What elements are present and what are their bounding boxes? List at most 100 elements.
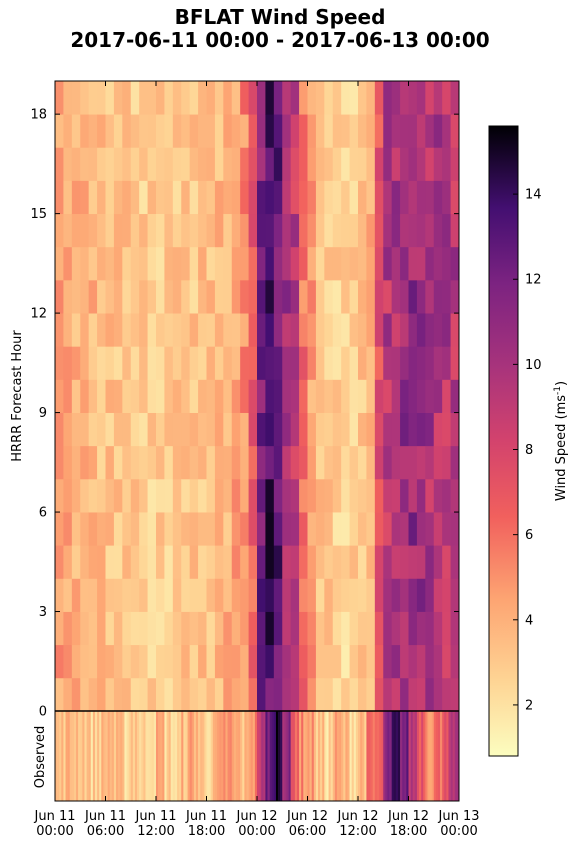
heatmap-cell bbox=[130, 180, 140, 215]
heatmap-cell bbox=[156, 545, 165, 579]
heatmap-cell bbox=[299, 412, 308, 447]
heatmap-cell bbox=[223, 81, 233, 115]
heatmap-cell bbox=[97, 246, 106, 281]
heatmap-cell bbox=[315, 147, 325, 181]
heatmap-cell bbox=[172, 147, 182, 181]
heatmap-cell bbox=[324, 644, 334, 679]
heatmap-cell bbox=[273, 545, 283, 579]
heatmap-cell bbox=[299, 445, 308, 480]
heatmap-cell bbox=[105, 611, 115, 646]
heatmap-cell bbox=[391, 445, 401, 480]
heatmap-cell bbox=[265, 412, 275, 447]
heatmap-cell bbox=[383, 246, 393, 281]
heatmap-cell bbox=[214, 180, 224, 215]
heatmap-cell bbox=[425, 445, 435, 480]
observed-cell bbox=[410, 711, 414, 801]
heatmap-cell bbox=[257, 545, 266, 579]
observed-cell bbox=[284, 711, 287, 801]
heatmap-cell bbox=[332, 147, 342, 181]
observed-cell bbox=[223, 711, 226, 801]
x-tick-label-time: 06:00 bbox=[289, 824, 326, 839]
heatmap-cell bbox=[181, 478, 191, 513]
heatmap-cell bbox=[80, 114, 90, 148]
heatmap-cell bbox=[88, 677, 98, 712]
heatmap-cell bbox=[223, 445, 233, 480]
heatmap-cell bbox=[265, 246, 275, 281]
heatmap-cell bbox=[198, 180, 207, 215]
colorbar-tick-label: 12 bbox=[525, 273, 542, 288]
heatmap-cell bbox=[265, 644, 275, 679]
heatmap-cell bbox=[358, 81, 367, 115]
heatmap-cell bbox=[383, 677, 393, 712]
heatmap-cell bbox=[450, 445, 460, 480]
heatmap-cell bbox=[206, 147, 216, 181]
heatmap-cell bbox=[366, 445, 376, 480]
heatmap-cell bbox=[206, 279, 216, 314]
heatmap-cell bbox=[130, 114, 140, 148]
heatmap-cell bbox=[324, 611, 334, 646]
heatmap-cell bbox=[97, 147, 106, 181]
heatmap-cell bbox=[400, 346, 409, 380]
heatmap-cell bbox=[349, 279, 359, 314]
y-tick-label: 12 bbox=[30, 307, 47, 322]
heatmap-cell bbox=[290, 644, 300, 679]
heatmap-cell bbox=[130, 213, 140, 248]
heatmap-cell bbox=[315, 180, 325, 215]
observed-cell bbox=[366, 711, 369, 801]
heatmap-cell bbox=[122, 346, 132, 380]
observed-cell bbox=[139, 711, 142, 801]
heatmap-cell bbox=[156, 611, 165, 646]
observed-cell bbox=[393, 711, 397, 801]
heatmap-cell bbox=[341, 677, 350, 712]
heatmap-cell bbox=[315, 379, 325, 413]
heatmap-cell bbox=[122, 246, 132, 281]
heatmap-cell bbox=[248, 644, 258, 679]
heatmap-cell bbox=[147, 545, 157, 579]
observed-cell bbox=[107, 711, 111, 801]
colorbar-tick-label: 10 bbox=[525, 358, 542, 373]
heatmap-cell bbox=[198, 346, 207, 380]
heatmap-cell bbox=[181, 578, 191, 612]
heatmap-cell bbox=[425, 379, 435, 413]
heatmap-cell bbox=[122, 578, 132, 612]
heatmap-cell bbox=[374, 147, 384, 181]
heatmap-cell bbox=[139, 578, 148, 612]
heatmap-cell bbox=[349, 611, 359, 646]
heatmap-cell bbox=[349, 445, 359, 480]
observed-cell bbox=[336, 711, 340, 801]
observed-cell bbox=[233, 711, 237, 801]
heatmap-cell bbox=[282, 412, 292, 447]
heatmap-cell bbox=[80, 412, 90, 447]
heatmap-cell bbox=[198, 644, 207, 679]
heatmap-cell bbox=[442, 346, 451, 380]
observed-cell bbox=[347, 711, 350, 801]
heatmap-cell bbox=[408, 578, 418, 612]
heatmap-cell bbox=[349, 379, 359, 413]
heatmap-cell bbox=[358, 512, 367, 546]
heatmap-cell bbox=[332, 445, 342, 480]
heatmap-cell bbox=[307, 478, 317, 513]
heatmap-cell bbox=[113, 478, 123, 513]
observed-cell bbox=[120, 711, 123, 801]
heatmap-cell bbox=[307, 81, 317, 115]
observed-cell bbox=[126, 711, 129, 801]
x-tick-label-time: 00:00 bbox=[238, 824, 275, 839]
heatmap-cell bbox=[349, 512, 359, 546]
heatmap-cell bbox=[88, 346, 98, 380]
heatmap-cell bbox=[366, 611, 376, 646]
heatmap-cell bbox=[425, 114, 435, 148]
observed-cell bbox=[429, 711, 432, 801]
heatmap-cell bbox=[358, 346, 367, 380]
heatmap-cell bbox=[408, 478, 418, 513]
heatmap-cell bbox=[358, 180, 367, 215]
y-tick-label: 9 bbox=[39, 406, 47, 421]
heatmap-cell bbox=[341, 611, 350, 646]
observed-cell bbox=[206, 711, 209, 801]
colorbar-label-sup: -1 bbox=[553, 386, 563, 395]
heatmap-cell bbox=[349, 412, 359, 447]
heatmap-cell bbox=[450, 478, 460, 513]
heatmap-cell bbox=[181, 180, 191, 215]
x-tick-label-time: 18:00 bbox=[390, 824, 427, 839]
heatmap-cell bbox=[315, 478, 325, 513]
heatmap-cell bbox=[156, 114, 165, 148]
